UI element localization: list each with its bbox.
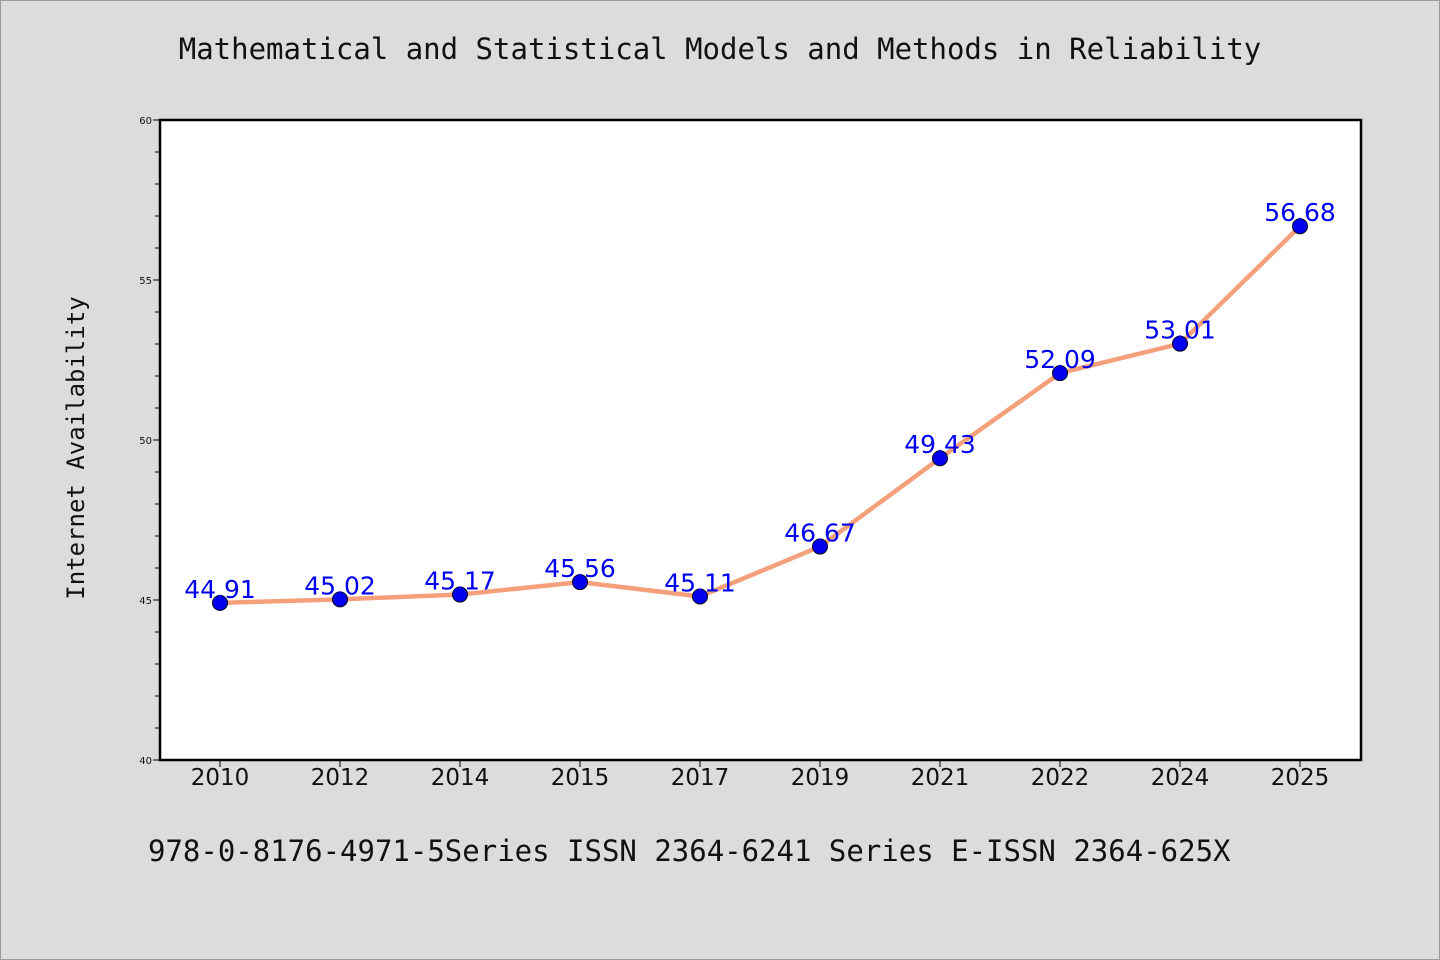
data-label: 44.91: [184, 575, 256, 604]
footer-text: 978-0-8176-4971-5Series ISSN 2364-6241 S…: [148, 834, 1231, 868]
y-axis-label: Internet Availability: [62, 296, 90, 599]
chart-title: Mathematical and Statistical Models and …: [178, 32, 1262, 66]
data-label: 53.01: [1144, 316, 1216, 345]
data-point: [332, 591, 348, 608]
x-tick-label: 2025: [1271, 765, 1330, 791]
data-point: [1292, 218, 1308, 235]
data-point: [572, 574, 588, 591]
x-tick-label: 2012: [311, 765, 370, 791]
data-point: [1052, 365, 1068, 382]
y-tick-label: 45: [139, 596, 152, 607]
series: 44.91 45.02 45.17 45.56 45.11 46.67 49.43 52.09…: [184, 198, 1336, 611]
data-point: [932, 450, 948, 467]
data-point: [212, 594, 228, 611]
y-tick-label: 40: [139, 756, 152, 767]
series-line: [217, 223, 1303, 606]
x-tick-label: 2024: [1151, 765, 1210, 791]
x-axis: 2010 2012 2014 2015 2017 2019 2021 2022 2024 2025: [191, 760, 1330, 791]
y-tick-label: 60: [139, 116, 152, 127]
data-label: 45.56: [544, 554, 616, 583]
data-point: [452, 586, 468, 603]
y-tick-label: 55: [139, 276, 152, 287]
x-tick-label: 2022: [1031, 765, 1090, 791]
data-label: 45.02: [304, 571, 376, 600]
x-tick-label: 2021: [911, 765, 970, 791]
data-label: 45.11: [664, 568, 736, 597]
data-point: [812, 538, 828, 555]
data-label: 49.43: [904, 430, 976, 459]
data-label: 46.67: [784, 519, 856, 548]
x-tick-label: 2019: [791, 765, 850, 791]
data-label: 52.09: [1024, 345, 1096, 374]
x-tick-label: 2014: [431, 765, 490, 791]
y-tick-label: 50: [139, 436, 152, 447]
x-tick-label: 2015: [551, 765, 610, 791]
x-tick-label: 2017: [671, 765, 730, 791]
data-point: [1172, 335, 1188, 352]
y-axis: 40 45 50 55 60: [139, 116, 160, 767]
data-label: 45.17: [424, 567, 496, 596]
plot-area: [158, 118, 1363, 762]
data-point: [692, 588, 708, 605]
x-tick-label: 2010: [191, 765, 250, 791]
data-label: 56.68: [1264, 198, 1336, 227]
